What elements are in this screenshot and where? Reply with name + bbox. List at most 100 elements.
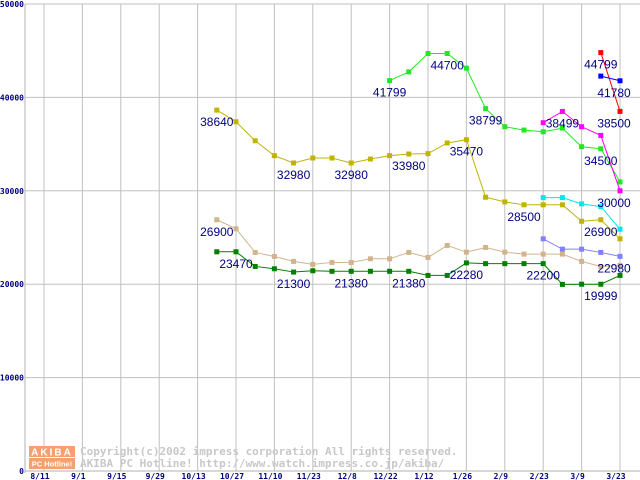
data-label: 22280: [450, 268, 484, 282]
data-point: [348, 160, 354, 166]
series-blue-line: [600, 75, 621, 82]
data-point: [310, 268, 316, 274]
data-point: [214, 107, 220, 113]
data-point: [406, 151, 412, 157]
data-point: [540, 251, 546, 257]
data-point: [579, 281, 585, 287]
data-point: [502, 249, 508, 255]
data-point: [387, 256, 393, 262]
x-tick-label: 12/8: [338, 472, 357, 480]
data-point: [329, 268, 335, 274]
data-point: [463, 137, 469, 143]
data-point: [579, 258, 585, 264]
data-point: [291, 269, 297, 275]
x-tick-label: 12/22: [374, 472, 398, 480]
x-tick-label: 9/29: [146, 472, 165, 480]
data-label: 23470: [219, 257, 253, 271]
data-point: [271, 253, 277, 259]
data-point: [617, 272, 623, 278]
data-point: [310, 155, 316, 161]
data-labels: 41799 44700 38799 34500 38640 32980 32980 33980…: [200, 58, 631, 304]
data-point: [367, 268, 373, 274]
data-point: [521, 251, 527, 257]
series-blue: [598, 73, 623, 84]
x-tick-label: 10/13: [182, 472, 206, 480]
series-olive: [214, 107, 623, 242]
y-tick-label: 20000: [0, 280, 24, 289]
copyright-line: Copyright(c)2002 impress corporation All…: [80, 445, 458, 458]
data-point: [252, 138, 258, 144]
data-point: [617, 108, 623, 114]
y-tick-label: 10000: [0, 374, 24, 383]
data-point: [579, 218, 585, 224]
data-point: [559, 251, 565, 257]
y-tick-label: 50000: [0, 0, 24, 9]
data-point: [444, 51, 450, 57]
data-point: [463, 65, 469, 71]
data-point: [502, 124, 508, 130]
series-tan: [214, 217, 623, 269]
data-point: [617, 236, 623, 242]
data-point: [598, 281, 604, 287]
data-point: [252, 249, 258, 255]
watermark: Copyright(c)2002 impress corporation All…: [29, 445, 458, 470]
data-point: [540, 195, 546, 201]
x-tick-label: 8/11: [30, 472, 49, 480]
data-point: [387, 78, 393, 84]
data-label: 32980: [277, 168, 311, 182]
data-point: [444, 272, 450, 278]
data-label: 34500: [584, 154, 618, 168]
data-point: [483, 194, 489, 200]
series-darkgreen: [214, 249, 623, 287]
series-red: [598, 50, 623, 114]
data-point: [598, 73, 604, 79]
data-point: [559, 281, 565, 287]
data-point: [483, 106, 489, 112]
data-point: [598, 146, 604, 152]
logo-text-pc-hotline: PC Hotline!: [32, 460, 72, 469]
data-point: [463, 249, 469, 255]
data-point: [617, 226, 623, 232]
series-red-line: [600, 52, 621, 112]
data-label: 21300: [277, 277, 311, 291]
x-tick-label: 2/9: [494, 472, 509, 480]
x-tick-label: 11/10: [258, 472, 282, 480]
data-point: [598, 50, 604, 56]
series-olive-line: [216, 109, 621, 240]
data-point: [579, 144, 585, 150]
data-point: [233, 119, 239, 125]
data-point: [521, 127, 527, 133]
data-label: 22200: [527, 269, 561, 283]
site-line: AKIBA PC Hotline! http://www.watch.impre…: [80, 457, 445, 470]
data-point: [214, 217, 220, 223]
data-point: [598, 132, 604, 138]
data-point: [559, 195, 565, 201]
x-tick-label: 2/23: [530, 472, 549, 480]
data-point: [214, 249, 220, 255]
data-point: [617, 78, 623, 84]
logo-text-akiba: AKIBA: [31, 448, 73, 459]
data-point: [559, 108, 565, 114]
data-label: 38499: [546, 116, 580, 130]
data-point: [521, 261, 527, 267]
data-point: [617, 179, 623, 185]
y-tick-label: 30000: [0, 187, 24, 196]
data-point: [367, 156, 373, 162]
data-point: [425, 51, 431, 57]
data-point: [559, 202, 565, 208]
data-label: 38640: [200, 115, 234, 129]
data-point: [444, 242, 450, 248]
data-point: [540, 120, 546, 126]
x-tick-label: 3/9: [570, 472, 585, 480]
data-label: 33980: [392, 159, 426, 173]
data-point: [502, 199, 508, 205]
data-point: [559, 125, 565, 131]
data-point: [598, 204, 604, 210]
data-point: [617, 262, 623, 268]
data-point: [425, 254, 431, 260]
x-tick-label: 11/23: [297, 472, 321, 480]
series-magenta: [540, 108, 623, 194]
x-tick-label: 3/23: [606, 472, 625, 480]
